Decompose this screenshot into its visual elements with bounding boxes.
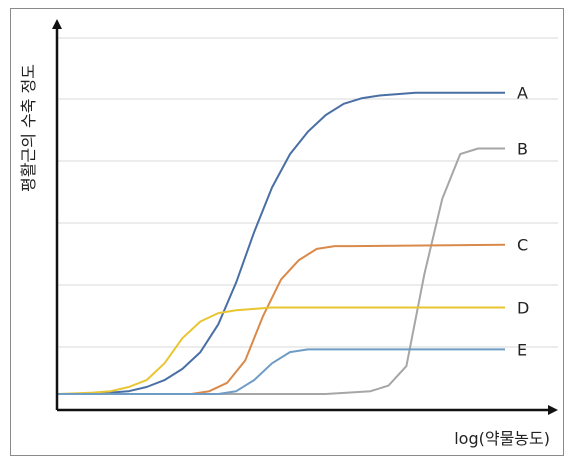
series-line-b bbox=[57, 147, 505, 395]
y-axis-arrow bbox=[52, 19, 62, 29]
series-label-e: E bbox=[517, 340, 527, 359]
x-axis-arrow bbox=[548, 405, 558, 415]
series-line-e bbox=[57, 348, 505, 395]
series-labels: A B C D E bbox=[517, 84, 529, 360]
series-label-b: B bbox=[517, 140, 528, 159]
series-line-a bbox=[57, 91, 505, 395]
series-label-c: C bbox=[517, 236, 528, 255]
y-axis-label: 평활근의 수축 정도 bbox=[19, 64, 38, 192]
chart-frame bbox=[10, 8, 564, 456]
series-lines bbox=[56, 91, 506, 395]
series-line-d bbox=[56, 306, 505, 395]
series-label-a: A bbox=[517, 84, 528, 103]
gridlines bbox=[57, 37, 558, 348]
series-label-d: D bbox=[517, 299, 529, 318]
series-line-c bbox=[57, 243, 506, 395]
x-axis-label: log(약물농도) bbox=[454, 429, 550, 448]
